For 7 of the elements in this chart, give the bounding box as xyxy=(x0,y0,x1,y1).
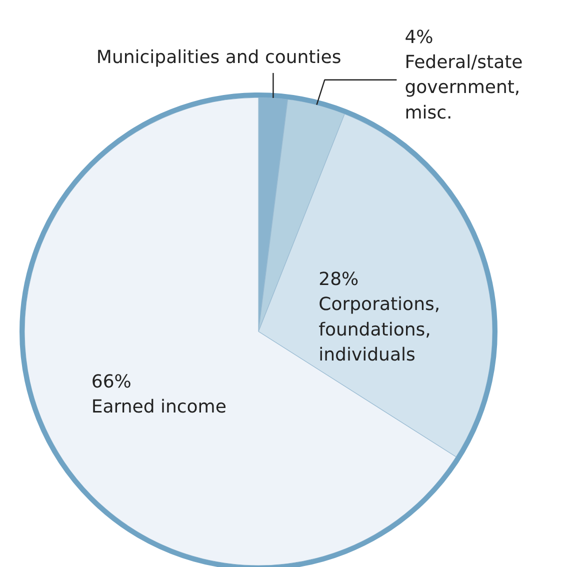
data-label: 4% xyxy=(404,26,434,48)
slice-label: Corporations, foundations, individuals xyxy=(318,294,440,366)
slice-label: Federal/state government, misc. xyxy=(404,52,523,124)
data-label: 66% xyxy=(91,371,132,392)
slice-label: Municipalities and counties xyxy=(96,46,342,68)
slice-label: Earned income xyxy=(91,396,226,418)
data-label: 28% xyxy=(318,268,359,290)
